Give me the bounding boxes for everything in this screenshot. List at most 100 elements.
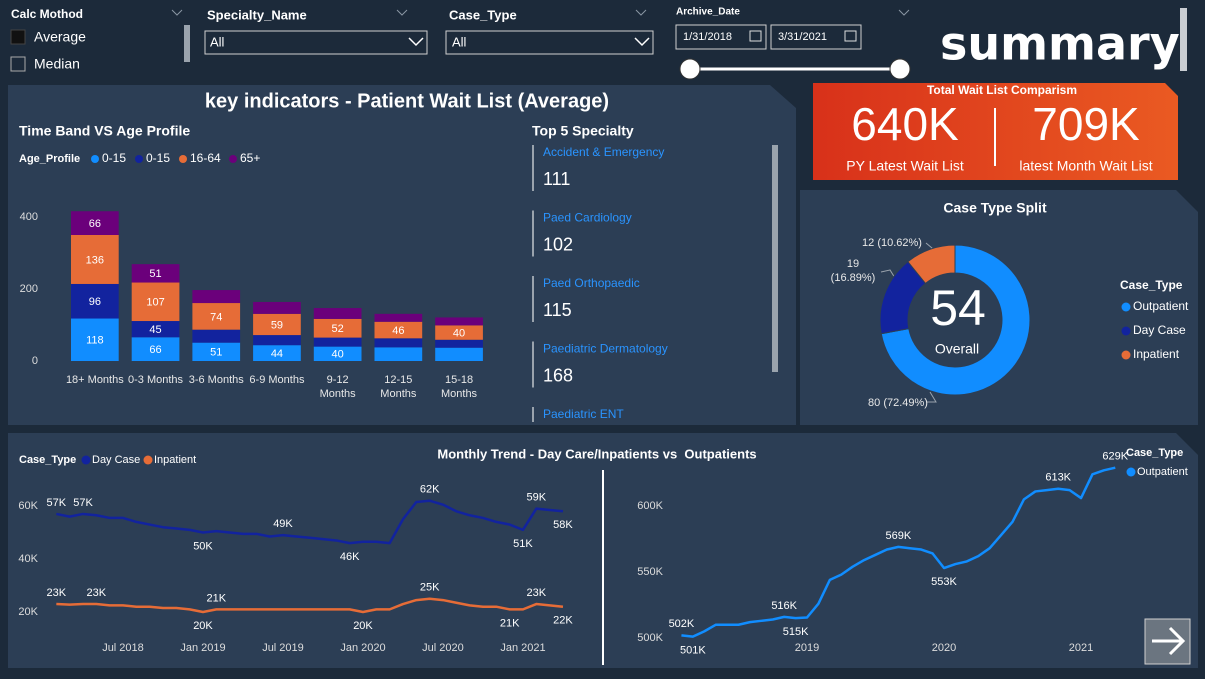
calendar-icon[interactable] (844, 30, 857, 42)
date-value[interactable]: 1/31/2018 (683, 31, 732, 43)
data-label: 57K (73, 497, 93, 509)
date-value[interactable]: 3/31/2021 (778, 31, 827, 43)
chevron (396, 9, 408, 16)
donut-slice (880, 244, 1031, 396)
x-tick-label: Jan 2020 (340, 642, 385, 654)
data-label: 96 (89, 296, 101, 308)
data-label: 66 (89, 218, 101, 230)
chevron[interactable] (408, 37, 424, 47)
dropdown-value[interactable]: All (452, 34, 467, 49)
x-tick-label: 2019 (795, 642, 819, 654)
x-tick-label: 12-15 Months (380, 374, 417, 400)
filter-label: Specialty_Name (207, 7, 307, 22)
y-tick-label: 20K (18, 606, 38, 618)
data-label: 502K (669, 618, 695, 630)
data-label: 12 (10.62%) (862, 237, 922, 249)
data-label: 40 (453, 327, 465, 339)
data-label: 23K (527, 587, 547, 599)
filter-label: Case_Type (449, 7, 517, 22)
bar-segment (253, 345, 301, 361)
y-tick-label: 500K (637, 632, 663, 644)
data-label: 136 (86, 254, 104, 266)
chevron (171, 9, 183, 16)
data-label: 629K (1102, 451, 1128, 463)
page-title: summary (940, 17, 1180, 71)
dropdown[interactable] (445, 30, 654, 55)
checkbox[interactable] (10, 29, 26, 45)
bar-segment (131, 337, 180, 361)
kpi-label: PY Latest Wait List (846, 158, 964, 174)
bar-segment (313, 308, 362, 319)
y-tick-label: 600K (637, 500, 663, 512)
x-tick-label: Jul 2020 (422, 642, 464, 654)
y-tick-label: 200 (20, 283, 38, 295)
bar-segment (192, 329, 241, 343)
data-label: 23K (47, 587, 67, 599)
chevron (898, 9, 910, 16)
data-label: 44 (271, 348, 283, 360)
x-tick-label: Jan 2021 (500, 642, 545, 654)
data-label: 516K (771, 600, 797, 612)
data-label: 58K (553, 519, 573, 531)
y-tick-label: 400 (20, 211, 38, 223)
legend-label: 65+ (240, 151, 260, 165)
leader-line (880, 269, 896, 279)
arrow-icon[interactable] (1152, 626, 1186, 656)
calendar-icon[interactable] (749, 30, 762, 42)
dropdown[interactable] (204, 30, 428, 55)
legend-marker (179, 155, 187, 163)
kpi-label: latest Month Wait List (1019, 158, 1152, 174)
data-label: 80 (72.49%) (868, 397, 928, 409)
bar-segment (313, 346, 362, 361)
data-label: 569K (885, 530, 911, 542)
kpi-value: 709K (1032, 98, 1140, 150)
bar-segment (435, 325, 483, 340)
data-label: 613K (1045, 472, 1071, 484)
data-label: 20K (353, 620, 373, 632)
center-label: Overall (935, 341, 979, 357)
legend-marker (1121, 326, 1131, 336)
x-tick-label: 2021 (1069, 642, 1093, 654)
option-label[interactable]: Median (34, 56, 80, 72)
data-label: 51K (513, 538, 533, 550)
checkbox[interactable] (10, 56, 26, 72)
legend-marker (1121, 302, 1131, 312)
specialty-value: 168 (543, 365, 573, 385)
data-label: 46K (340, 551, 360, 563)
x-tick-label: 0-3 Months (128, 374, 184, 386)
data-label: 51 (149, 268, 161, 280)
filter-label: Calc Mothod (11, 7, 83, 21)
filter-label: Archive_Date (676, 7, 740, 18)
bar-segment (71, 283, 119, 319)
legend-label: 0-15 (146, 151, 170, 165)
data-label: 62K (420, 484, 440, 496)
kpi-value: 640K (851, 98, 959, 150)
list-accent (532, 276, 534, 322)
data-label: 50K (193, 540, 213, 552)
bar-segment (374, 347, 423, 361)
data-label: 59 (271, 319, 283, 331)
dropdown-value[interactable]: All (210, 34, 225, 49)
slider-handle[interactable] (889, 58, 911, 80)
data-label: 553K (931, 576, 957, 588)
divider (184, 25, 190, 62)
x-tick-label: 15-18 Months (440, 374, 478, 400)
date-input[interactable] (675, 24, 767, 50)
y-tick-label: 550K (637, 566, 663, 578)
legend-label: Outpatient (1133, 299, 1189, 313)
legend-label: 16-64 (190, 151, 221, 165)
option-label[interactable]: Average (34, 29, 86, 45)
data-label: 57K (47, 497, 67, 509)
donut-slice (907, 244, 956, 285)
date-input[interactable] (770, 24, 862, 50)
bar-segment (131, 264, 180, 283)
specialty-name: Accident & Emergency (543, 145, 664, 159)
data-label: 22K (553, 615, 573, 627)
chevron[interactable] (634, 37, 650, 47)
legend-label: Day Case (92, 454, 140, 466)
specialty-value: 102 (543, 234, 573, 254)
specialty-value: 115 (543, 300, 572, 320)
slider-handle[interactable] (679, 58, 701, 80)
data-label: 23K (87, 587, 107, 599)
legend-label: Outpatient (1137, 466, 1188, 478)
